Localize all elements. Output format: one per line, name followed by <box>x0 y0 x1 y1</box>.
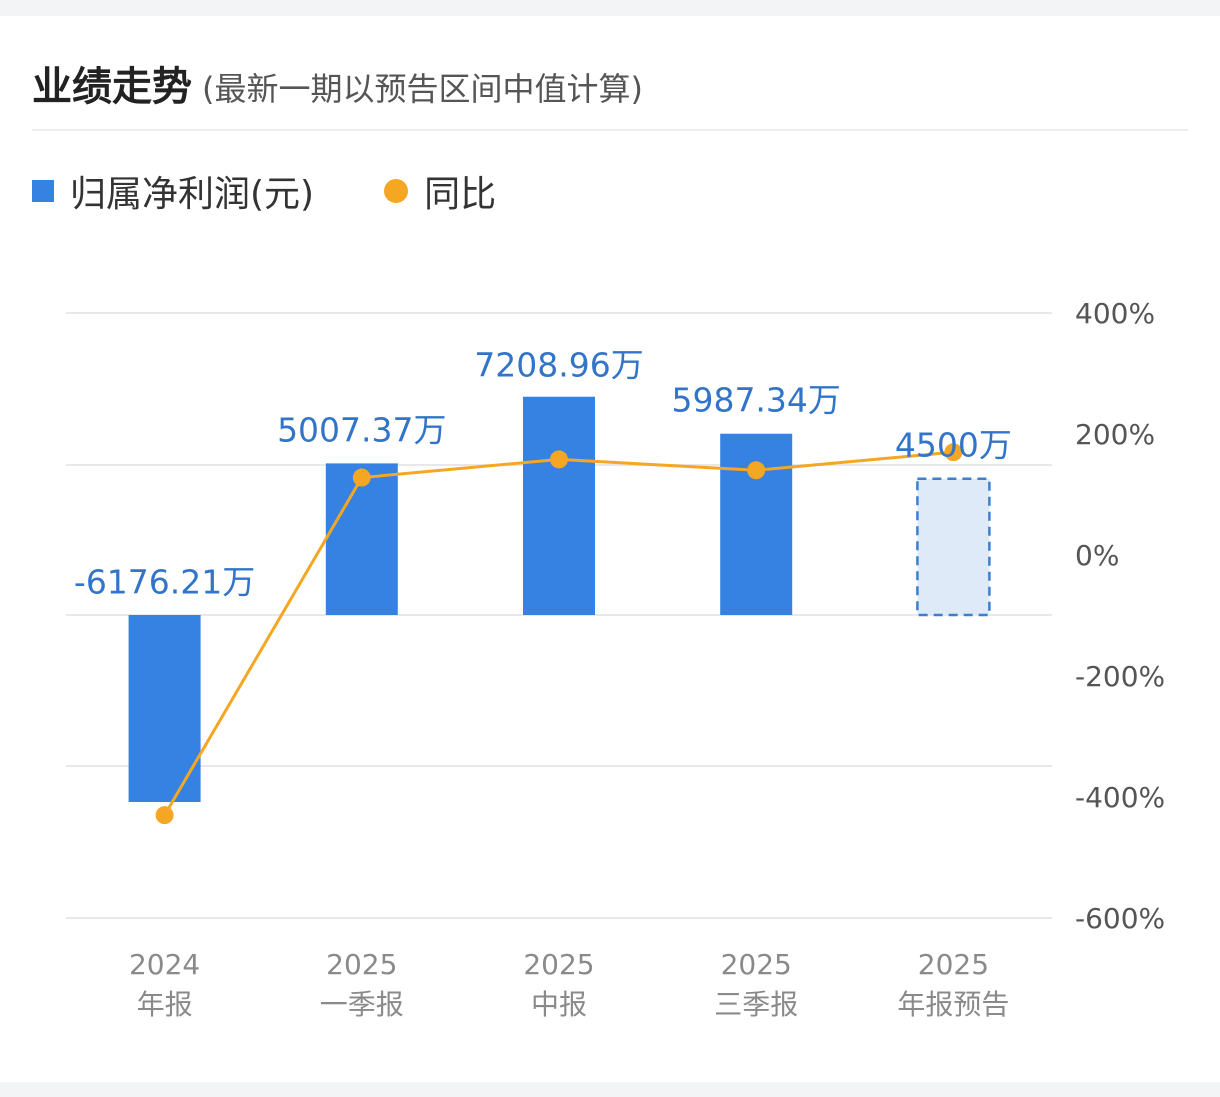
yoy-point <box>352 468 371 487</box>
net-profit-bar <box>325 463 398 615</box>
dot-swatch-icon <box>384 179 409 203</box>
x-axis-tick-period: 三季报 <box>714 988 798 1021</box>
bar-value-label: 7208.96万 <box>474 346 643 385</box>
x-axis-tick-year: 2025 <box>523 948 594 981</box>
net-profit-bar <box>128 615 201 802</box>
yoy-point <box>155 806 174 825</box>
yoy-point <box>944 443 963 462</box>
performance-trend-card: 业绩走势 (最新一期以预告区间中值计算) 归属净利润(元) 同比 <box>0 16 1220 1082</box>
right-axis-tick-label: 400% <box>1075 297 1155 330</box>
x-axis-tick-period: 一季报 <box>320 988 404 1021</box>
forecast-bar <box>916 477 991 617</box>
chart-subtitle: (最新一期以预告区间中值计算) <box>202 70 643 108</box>
chart-legend: 归属净利润(元) 同比 <box>32 166 566 216</box>
header-divider <box>32 129 1188 131</box>
legend-label-net-profit: 归属净利润(元) <box>70 174 315 215</box>
net-profit-bar <box>523 396 595 615</box>
x-axis-tick-period: 中报 <box>531 988 587 1021</box>
chart-title: 业绩走势 <box>32 64 192 110</box>
bar-value-label: 5987.34万 <box>671 381 840 420</box>
right-axis-tick-label: -200% <box>1075 660 1165 693</box>
x-axis-tick-year: 2025 <box>721 948 792 981</box>
legend-item-yoy[interactable]: 同比 <box>384 165 496 217</box>
yoy-point <box>550 450 568 469</box>
right-axis-tick-label: 0% <box>1075 539 1119 572</box>
bar-value-label: 4500万 <box>895 426 1012 465</box>
x-axis-tick-year: 2025 <box>326 948 397 981</box>
right-axis-tick-label: 200% <box>1075 418 1155 451</box>
bar-value-label: -6176.21万 <box>74 563 255 602</box>
x-axis-tick-year: 2025 <box>918 948 989 981</box>
yoy-point <box>747 461 766 480</box>
legend-label-yoy: 同比 <box>424 174 497 215</box>
right-axis-tick-label: -400% <box>1075 781 1165 814</box>
x-axis-tick-period: 年报 <box>137 988 193 1021</box>
legend-item-net-profit[interactable]: 归属净利润(元) <box>32 165 314 217</box>
net-profit-bar <box>720 433 793 615</box>
x-axis-tick-period: 年报预告 <box>897 988 1009 1021</box>
right-axis-tick-label: -600% <box>1075 902 1165 935</box>
x-axis-tick-year: 2024 <box>129 948 200 981</box>
chart-header: 业绩走势 (最新一期以预告区间中值计算) <box>32 54 643 114</box>
bar-value-label: 5007.37万 <box>277 411 446 450</box>
bar-swatch-icon <box>32 180 54 202</box>
